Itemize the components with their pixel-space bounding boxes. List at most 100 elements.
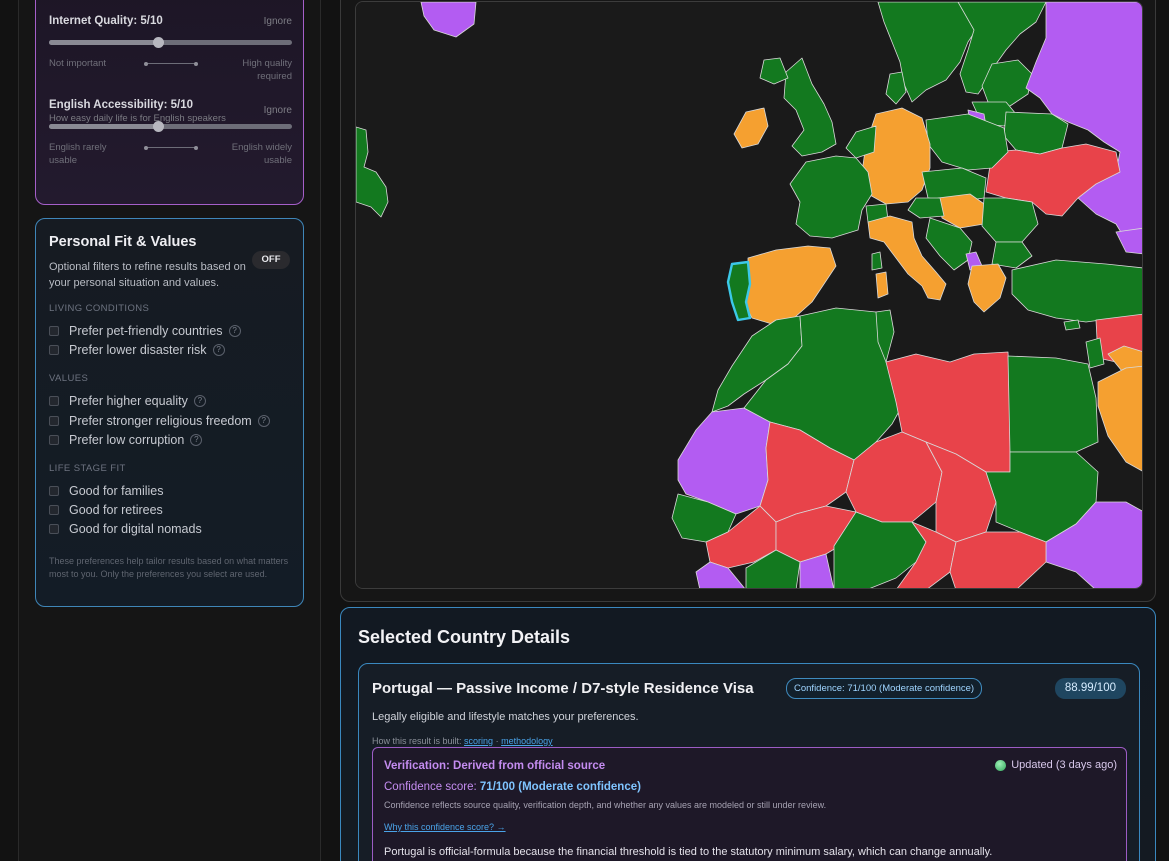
confidence-score-label: Confidence score: [384,781,477,793]
country-region[interactable] [949,531,1047,589]
country-region[interactable] [789,155,873,239]
disaster-risk-label: Prefer lower disaster risk [69,343,207,357]
religious-freedom-checkbox[interactable] [49,416,59,426]
verification-box: Verification: Derived from official sour… [372,747,1127,861]
help-icon[interactable]: ? [257,415,270,427]
internet-quality-ignore-button[interactable]: Ignore [263,16,292,27]
internet-quality-slider-thumb[interactable] [153,37,165,48]
why-confidence-link[interactable]: Why this confidence score? → [384,822,506,832]
internet-quality-max-label: High quality required [242,57,292,83]
personal-fit-description: Optional filters to refine results based… [49,261,246,289]
country-region[interactable] [1007,355,1099,453]
status-dot-icon [995,759,1007,771]
help-icon[interactable]: ? [190,434,203,446]
low-corruption-option[interactable]: Prefer low corruption ? [49,432,203,448]
internet-quality-slider[interactable] [49,37,292,48]
internet-quality-max-label-line2: required [257,71,292,82]
personal-fit-title: Personal Fit & Values [49,234,197,250]
english-accessibility-max-label: English widely usable [232,141,292,167]
country-region[interactable] [356,126,389,218]
retirees-option[interactable]: Good for retirees [49,502,163,518]
english-accessibility-desc: How easy daily life is for English speak… [49,113,226,124]
english-accessibility-max-label-line2: usable [264,155,292,166]
country-region[interactable] [871,251,883,271]
equality-label: Prefer higher equality [69,394,188,408]
values-label: VALUES [49,373,89,384]
country-region[interactable] [875,271,889,299]
religious-freedom-option[interactable]: Prefer stronger religious freedom ? [49,413,270,429]
personal-fit-toggle[interactable]: OFF [252,251,290,269]
retirees-checkbox[interactable] [49,505,59,515]
internet-quality-title: Internet Quality: 5/10 [49,15,163,27]
country-region[interactable] [733,107,769,149]
filters-sidebar: Internet Quality: 5/10 Ignore Not import… [18,0,321,861]
country-region[interactable] [867,215,947,301]
country-region[interactable] [875,309,895,363]
country-region[interactable] [845,125,877,159]
digital-nomads-option[interactable]: Good for digital nomads [49,521,202,537]
pet-friendly-checkbox[interactable] [49,326,59,336]
help-icon[interactable]: ? [228,325,241,337]
country-region[interactable] [991,241,1033,269]
updated-status: Updated (3 days ago) [995,759,1117,771]
english-accessibility-min-label: English rarely usable [49,141,107,167]
country-region[interactable] [1115,227,1143,255]
country-region[interactable] [420,2,477,38]
internet-quality-slider-fill [49,40,159,45]
low-corruption-label: Prefer low corruption [69,433,185,447]
country-region[interactable] [981,197,1039,243]
country-region[interactable] [759,57,789,85]
country-region[interactable] [981,59,1033,107]
families-checkbox[interactable] [49,486,59,496]
country-region[interactable] [907,197,945,219]
details-title: Selected Country Details [358,627,571,647]
help-icon[interactable]: ? [193,395,206,407]
country-region[interactable] [885,71,907,105]
country-region[interactable] [783,57,837,157]
confidence-score-value: 71/100 (Moderate confidence) [479,781,641,793]
english-accessibility-slider[interactable] [49,121,292,132]
country-region[interactable] [925,217,973,271]
updated-text: Updated (3 days ago) [1011,759,1117,771]
country-region[interactable] [1003,111,1069,155]
country-region[interactable] [1063,319,1081,331]
retirees-label: Good for retirees [69,503,163,517]
english-accessibility-slider-thumb[interactable] [153,121,165,132]
digital-nomads-checkbox[interactable] [49,524,59,534]
equality-option[interactable]: Prefer higher equality ? [49,393,206,409]
scoring-link[interactable]: scoring [464,736,494,746]
country-region[interactable] [1085,337,1105,369]
country-region[interactable] [896,521,957,589]
selected-country-portugal[interactable] [726,260,752,322]
religious-freedom-label: Prefer stronger religious freedom [69,414,252,428]
country-region[interactable] [759,421,855,523]
country-region[interactable] [1097,365,1143,472]
map-panel [340,0,1156,602]
country-region[interactable] [799,553,834,589]
english-accessibility-min-label-line1: English rarely [49,142,107,153]
country-region[interactable] [711,315,803,413]
equality-checkbox[interactable] [49,396,59,406]
help-icon[interactable]: ? [212,344,225,356]
low-corruption-checkbox[interactable] [49,435,59,445]
main-content: Selected Country Details Portugal — Pass… [340,0,1156,861]
confidence-score-line: Confidence score: 71/100 (Moderate confi… [384,781,641,793]
choropleth-map[interactable] [356,2,1143,589]
english-accessibility-slider-block: English Accessibility: 5/10 Ignore How e… [49,99,292,179]
country-region[interactable] [745,549,801,589]
families-option[interactable]: Good for families [49,483,163,499]
disaster-risk-checkbox[interactable] [49,345,59,355]
link-separator: · [495,736,499,746]
country-region[interactable] [967,263,1007,313]
disaster-risk-option[interactable]: Prefer lower disaster risk ? [49,342,225,358]
country-region[interactable] [695,561,746,589]
methodology-link[interactable]: methodology [501,736,553,746]
digital-nomads-label: Good for digital nomads [69,522,202,536]
verification-title: Verification: Derived from official sour… [384,760,606,772]
country-map[interactable] [355,1,1143,589]
confidence-badge: Confidence: 71/100 (Moderate confidence) [786,678,983,699]
pet-friendly-option[interactable]: Prefer pet-friendly countries ? [49,323,241,339]
country-region[interactable] [925,113,1009,171]
result-description: Legally eligible and lifestyle matches y… [372,711,639,723]
english-accessibility-ignore-button[interactable]: Ignore [263,105,292,116]
